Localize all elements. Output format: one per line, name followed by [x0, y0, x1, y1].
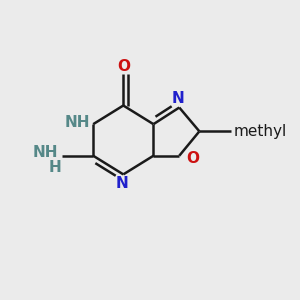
Text: N: N [116, 176, 128, 190]
Text: O: O [187, 151, 200, 166]
Text: N: N [172, 91, 184, 106]
Text: H: H [49, 160, 62, 175]
Text: O: O [117, 59, 130, 74]
Text: methyl: methyl [234, 124, 287, 139]
Text: NH: NH [33, 145, 58, 160]
Text: NH: NH [64, 115, 90, 130]
